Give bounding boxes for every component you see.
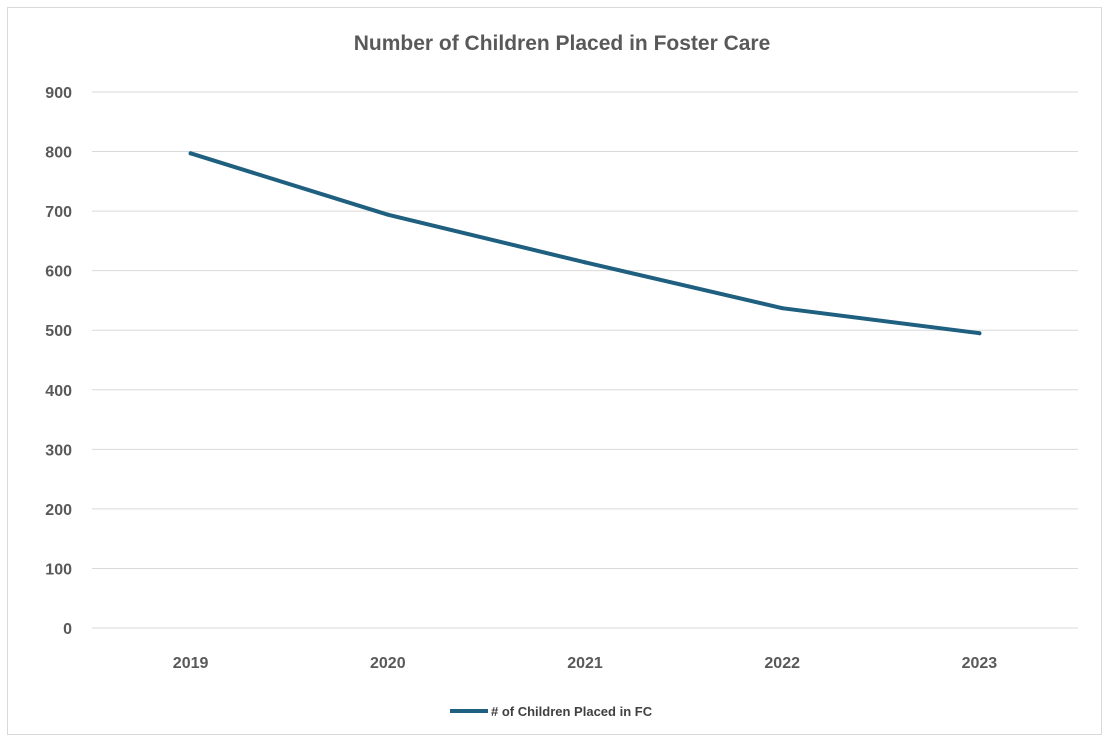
y-tick-label: 800 [45,145,72,162]
x-tick-label: 2020 [370,655,406,672]
data-point [583,260,587,265]
y-axis: 0 100 200 300 400 500 600 700 800 900 [45,85,72,638]
chart-frame [7,7,1102,735]
legend: # of Children Placed in FC [450,704,653,719]
data-point [977,331,982,336]
chart-title: Number of Children Placed in Foster Care [354,32,771,55]
y-tick-label: 600 [45,264,72,281]
x-tick-label: 2023 [962,655,998,672]
y-tick-label: 0 [63,621,72,638]
y-tick-label: 900 [45,85,72,102]
legend-label: # of Children Placed in FC [491,704,653,719]
y-tick-label: 500 [45,323,72,340]
x-tick-label: 2021 [567,655,603,672]
y-tick-label: 200 [45,502,72,519]
data-point [385,212,390,217]
data-point [188,151,193,156]
x-axis: 2019 2020 2021 2022 2023 [173,655,997,672]
series-line [188,151,982,336]
x-tick-label: 2019 [173,655,209,672]
x-tick-label: 2022 [764,655,800,672]
data-point [780,306,785,311]
y-tick-label: 300 [45,442,72,459]
y-tick-label: 100 [45,561,72,578]
y-tick-label: 400 [45,383,72,400]
series-group [188,151,982,336]
gridlines [92,91,1078,629]
y-tick-label: 700 [45,204,72,221]
